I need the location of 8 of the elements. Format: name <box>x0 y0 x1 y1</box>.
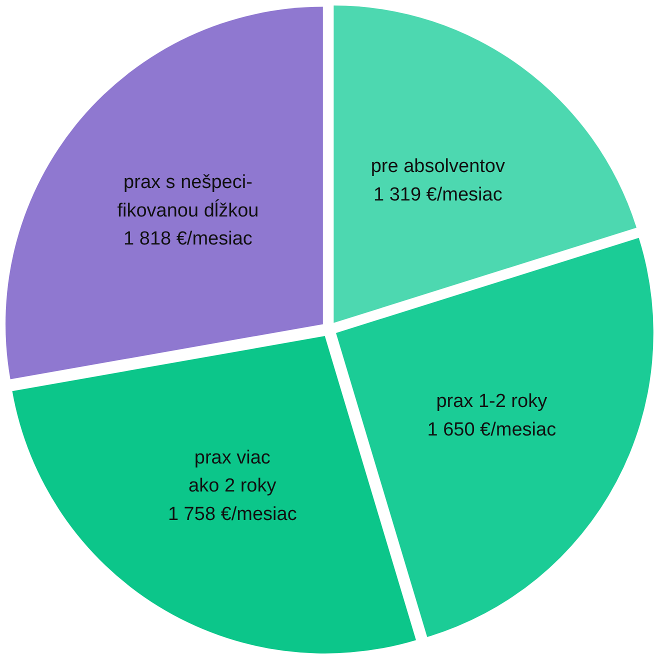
slice-label: prax 1-2 roky <box>436 390 548 412</box>
data-label: 1 319 €/mesiac <box>373 184 502 206</box>
slice-label: prax s nešpeci- fikovanou dĺžkou <box>117 172 259 222</box>
data-label: 1 758 €/mesiac <box>168 504 297 525</box>
data-label: 1 818 €/mesiac <box>124 228 252 250</box>
slice-label: prax viac ako 2 roky <box>188 447 277 497</box>
slice-label: pre absolventov <box>370 156 506 178</box>
data-label: 1 650 €/mesiac <box>427 419 556 440</box>
